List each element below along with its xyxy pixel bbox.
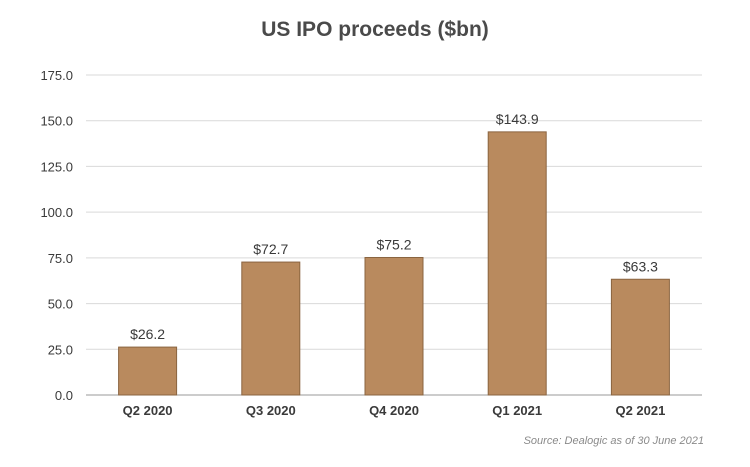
- x-tick-label: Q1 2021: [492, 403, 542, 418]
- x-tick-label: Q4 2020: [369, 403, 419, 418]
- y-tick-label: 0.0: [55, 388, 73, 403]
- y-tick-label: 175.0: [40, 68, 73, 83]
- bar: [241, 261, 301, 396]
- bar: [364, 256, 424, 396]
- y-tick-label: 75.0: [48, 251, 73, 266]
- x-tick-label: Q2 2021: [615, 403, 665, 418]
- data-label: $75.2: [376, 236, 411, 252]
- data-label: $72.7: [253, 241, 288, 257]
- y-tick-label: 100.0: [40, 205, 73, 220]
- x-tick-label: Q2 2020: [123, 403, 173, 418]
- bar: [118, 346, 178, 396]
- data-label: $143.9: [496, 111, 539, 127]
- y-tick-label: 25.0: [48, 342, 73, 357]
- data-label: $63.3: [623, 258, 658, 274]
- y-tick-label: 150.0: [40, 114, 73, 129]
- chart-title: US IPO proceeds ($bn): [261, 18, 489, 41]
- x-tick-label: Q3 2020: [246, 403, 296, 418]
- y-tick-label: 125.0: [40, 159, 73, 174]
- data-label: $26.2: [130, 326, 165, 342]
- bar: [487, 131, 547, 396]
- bar: [610, 278, 670, 396]
- y-tick-label: 50.0: [48, 297, 73, 312]
- source-note: Source: Dealogic as of 30 June 2021: [523, 435, 704, 447]
